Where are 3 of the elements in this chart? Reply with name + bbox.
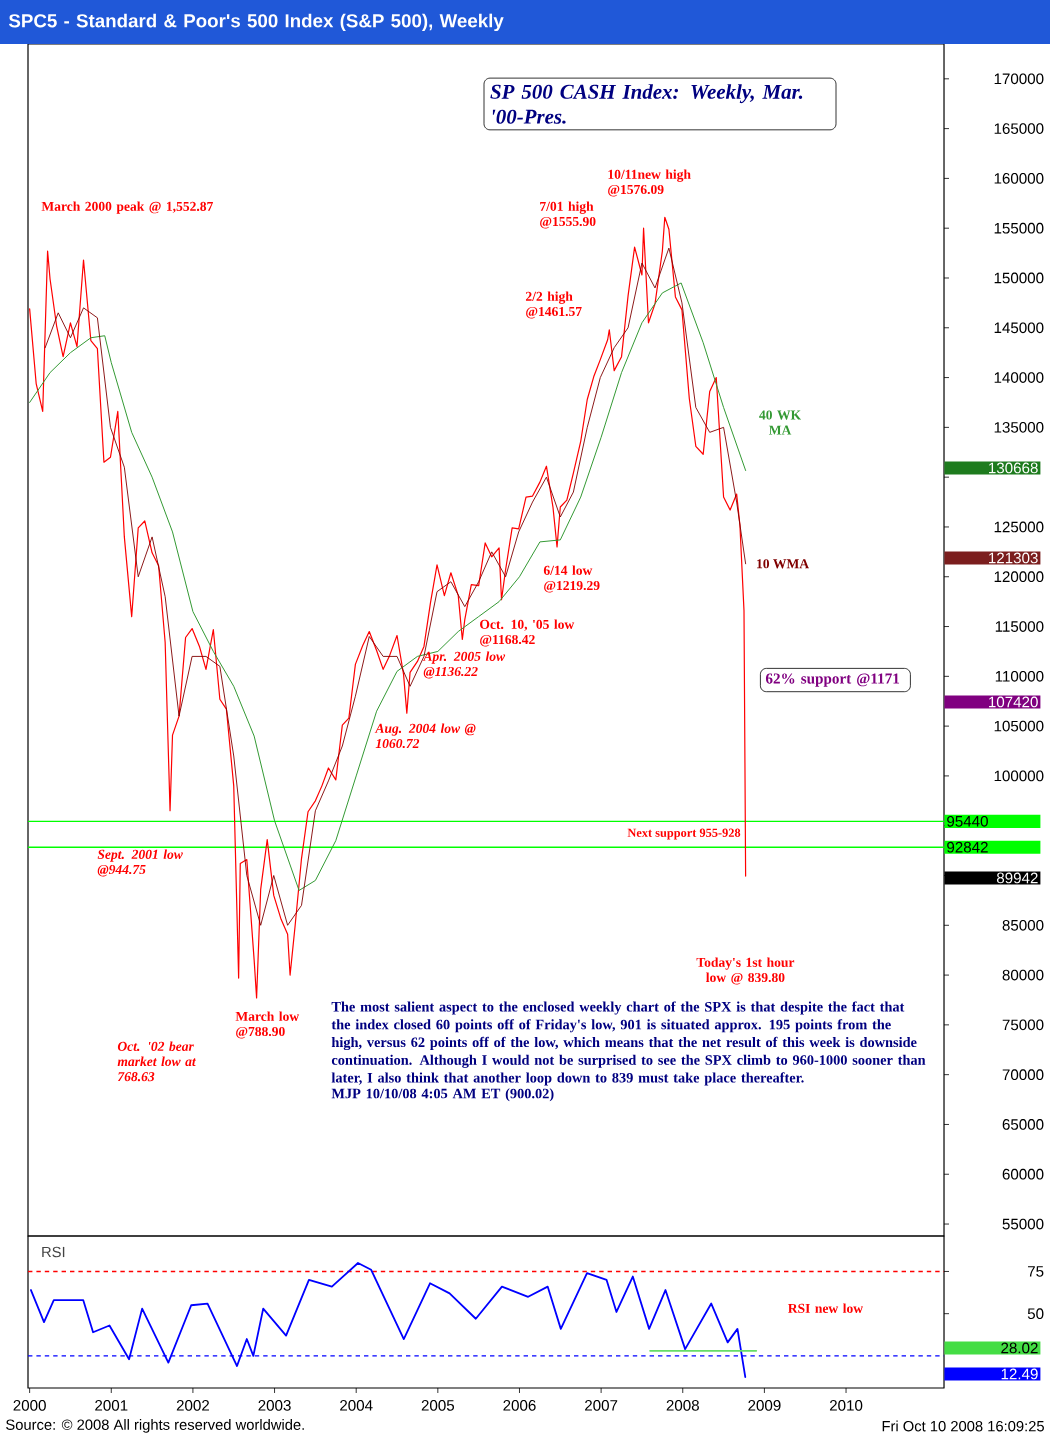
text: SP 500 CASH Index: Weekly, Mar. '00-Pres.: [490, 84, 802, 124]
chart-title: SPC5 - Standard & Poor's 500 Index (S&P 500), Weekly: [8, 13, 504, 32]
line-series: [28, 216, 746, 999]
